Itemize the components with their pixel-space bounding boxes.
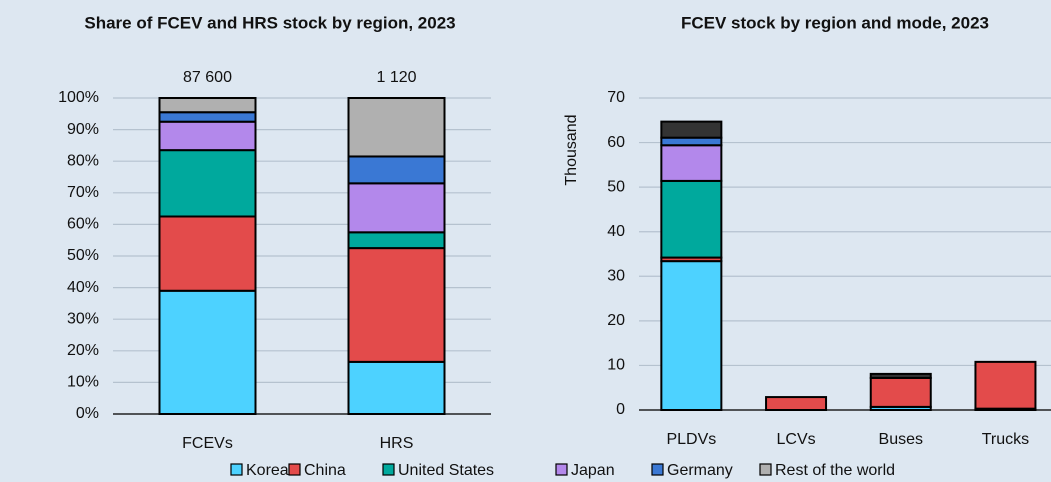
y-axis-label: Thousand <box>563 114 580 185</box>
y-tick-label: 60% <box>67 216 99 233</box>
y-tick-label: 50% <box>67 247 99 264</box>
y-tick-label: 30% <box>67 310 99 327</box>
y-tick-label: 70 <box>607 89 625 106</box>
total-label: 1 120 <box>376 69 416 86</box>
bar-segment <box>347 97 446 158</box>
bar-segment <box>974 360 1037 410</box>
y-tick-label: 80% <box>67 152 99 169</box>
bar-segment <box>158 120 257 152</box>
chart-title: Share of FCEV and HRS stock by region, 2… <box>84 13 455 32</box>
bar-segment <box>660 136 723 147</box>
legend-label: Korea <box>246 462 289 479</box>
bar-segment <box>765 396 828 411</box>
legend-label: Germany <box>667 462 733 479</box>
total-label: 87 600 <box>183 69 232 86</box>
bar-segment <box>158 149 257 218</box>
legend-label: Japan <box>571 462 615 479</box>
y-tick-label: 40% <box>67 279 99 296</box>
bar-segment <box>347 182 446 234</box>
bar-segment <box>347 155 446 185</box>
legend-swatch <box>555 463 568 476</box>
bar-segment <box>660 120 723 139</box>
y-tick-label: 60 <box>607 134 625 151</box>
x-tick-label: HRS <box>380 435 414 452</box>
bar-segment <box>660 144 723 182</box>
legend-label: China <box>304 462 346 479</box>
y-tick-label: 0% <box>76 405 99 422</box>
bar-segment <box>347 231 446 250</box>
chart-title: FCEV stock by region and mode, 2023 <box>681 13 989 32</box>
y-tick-label: 100% <box>58 89 99 106</box>
x-tick-label: LCVs <box>776 431 815 448</box>
legend-swatch <box>651 463 664 476</box>
y-tick-label: 10% <box>67 374 99 391</box>
x-tick-label: Trucks <box>982 431 1029 448</box>
bar-segment <box>660 179 723 259</box>
y-tick-label: 20 <box>607 312 625 329</box>
legend-label: United States <box>398 462 494 479</box>
y-tick-label: 10 <box>607 357 625 374</box>
y-tick-label: 90% <box>67 121 99 138</box>
legend-swatch <box>382 463 395 476</box>
x-tick-label: PLDVs <box>666 431 716 448</box>
bar-segment <box>158 215 257 292</box>
y-tick-label: 30 <box>607 268 625 285</box>
y-tick-label: 20% <box>67 342 99 359</box>
legend-swatch <box>230 463 243 476</box>
y-tick-label: 40 <box>607 223 625 240</box>
bar-segment <box>660 260 723 412</box>
bar-segment <box>158 289 257 416</box>
bar-segment <box>869 376 932 408</box>
bar-segment <box>158 97 257 114</box>
bar-segment <box>158 111 257 123</box>
bar-segment <box>347 360 446 415</box>
legend-label: Rest of the world <box>775 462 895 479</box>
y-tick-label: 70% <box>67 184 99 201</box>
legend-swatch <box>288 463 301 476</box>
y-tick-label: 0 <box>616 401 625 418</box>
x-tick-label: Buses <box>879 431 923 448</box>
y-tick-label: 50 <box>607 178 625 195</box>
x-tick-label: FCEVs <box>182 435 233 452</box>
bar-segment <box>347 247 446 363</box>
bar-segment <box>869 372 932 379</box>
legend-swatch <box>759 463 772 476</box>
